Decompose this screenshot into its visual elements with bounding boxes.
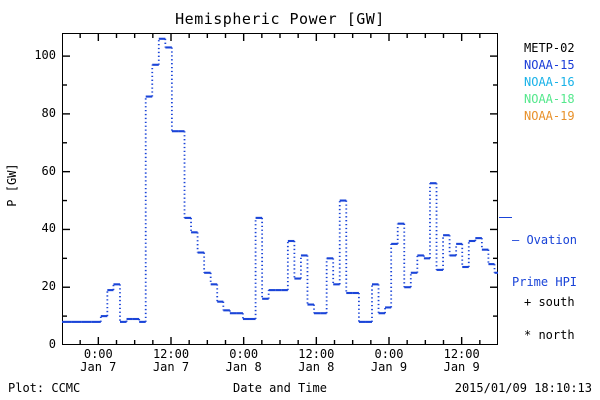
x-tick-label: 12:00 Jan 7 [152, 347, 190, 374]
legend-item-metp-02: METP-02 [524, 41, 575, 55]
x-axis-title: Date and Time [233, 381, 327, 395]
x-tick-label: 0:00 Jan 9 [370, 347, 408, 374]
chart-title: Hemispheric Power [GW] [175, 10, 385, 28]
y-tick-label: 60 [41, 163, 56, 178]
x-tick-label: 0:00 Jan 8 [225, 347, 262, 374]
x-tick-label: 0:00 Jan 7 [80, 347, 117, 374]
legend: METP-02 NOAA-15 NOAA-16 NOAA-18 NOAA-19 [524, 40, 575, 125]
plot-area [62, 33, 498, 345]
ovation-annotation: — Ovation Prime HPI [512, 205, 577, 317]
x-tick-label: 12:00 Jan 8 [298, 347, 335, 374]
legend-item-noaa-16: NOAA-16 [524, 75, 575, 89]
y-tick-label: 20 [41, 279, 56, 294]
y-axis-tick-labels: 0 20 40 60 80 100 [0, 33, 56, 351]
south-marker-legend: + south [524, 295, 575, 309]
x-axis-tick-labels: 0:00 Jan 7 12:00 Jan 7 0:00 Jan 8 12:00 Jan 8 0:… [62, 348, 498, 380]
y-tick-label: 80 [41, 105, 56, 120]
x-tick-label: 12:00 Jan 9 [443, 347, 480, 374]
legend-item-noaa-15: NOAA-15 [524, 58, 575, 72]
y-tick-label: 40 [41, 221, 56, 236]
north-marker-legend: * north [524, 328, 575, 342]
legend-item-noaa-19: NOAA-19 [524, 109, 575, 123]
ovation-marker-line [499, 217, 512, 218]
y-tick-label: 0 [48, 337, 56, 351]
footer-plot-source: Plot: CCMC [8, 381, 81, 395]
ovation-label-line1: — Ovation [512, 233, 578, 247]
ovation-label-line2: Prime HPI [512, 275, 578, 289]
footer-timestamp: 2015/01/09 18:10:13 [454, 381, 592, 395]
plot-frame [62, 33, 498, 345]
legend-item-noaa-18: NOAA-18 [524, 92, 575, 106]
y-tick-label: 100 [34, 48, 56, 63]
